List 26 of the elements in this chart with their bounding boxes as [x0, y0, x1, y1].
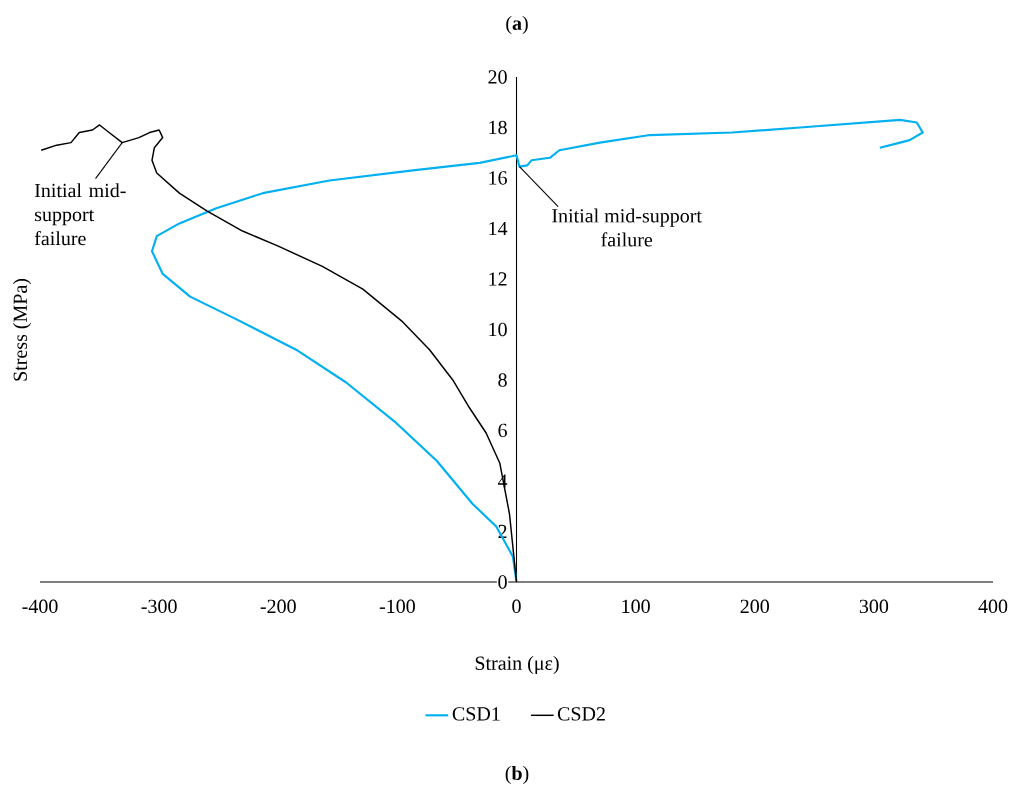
x-tick-label: 0 — [512, 599, 521, 614]
x-tick-label: 400 — [978, 599, 1008, 614]
text: (b) — [505, 765, 529, 785]
y-tick-label: 10 — [489, 322, 507, 337]
y-tick-label: 0 — [498, 575, 507, 589]
x-tick-label: -400 — [22, 599, 58, 614]
chart-title: (a) — [506, 15, 528, 35]
x-tick-label: 300 — [859, 599, 889, 614]
y-tick-label: 18 — [489, 120, 507, 135]
y-tick-label: 8 — [498, 373, 507, 387]
y-tick-label: 16 — [489, 171, 507, 185]
y-tick-label: 20 — [488, 70, 507, 84]
legend-label: CSD2 — [557, 707, 605, 721]
y-tick-label: 6 — [498, 423, 507, 438]
annotation: Initial mid-support failure — [34, 183, 126, 246]
x-tick-label: -300 — [141, 599, 177, 614]
x-axis-title: Strain (με) — [475, 655, 559, 675]
y-axis-title: Stress (MPa) — [12, 278, 32, 381]
y-tick-label: 14 — [489, 221, 508, 236]
annotation: Initial mid-support failure — [552, 208, 702, 247]
x-tick-label: 200 — [740, 599, 769, 614]
y-tick-label: 12 — [489, 272, 507, 286]
x-tick-label: 100 — [622, 599, 650, 614]
legend-label: CSD1 — [452, 707, 500, 721]
x-tick-label: -200 — [260, 599, 296, 614]
x-tick-label: -100 — [379, 599, 415, 614]
